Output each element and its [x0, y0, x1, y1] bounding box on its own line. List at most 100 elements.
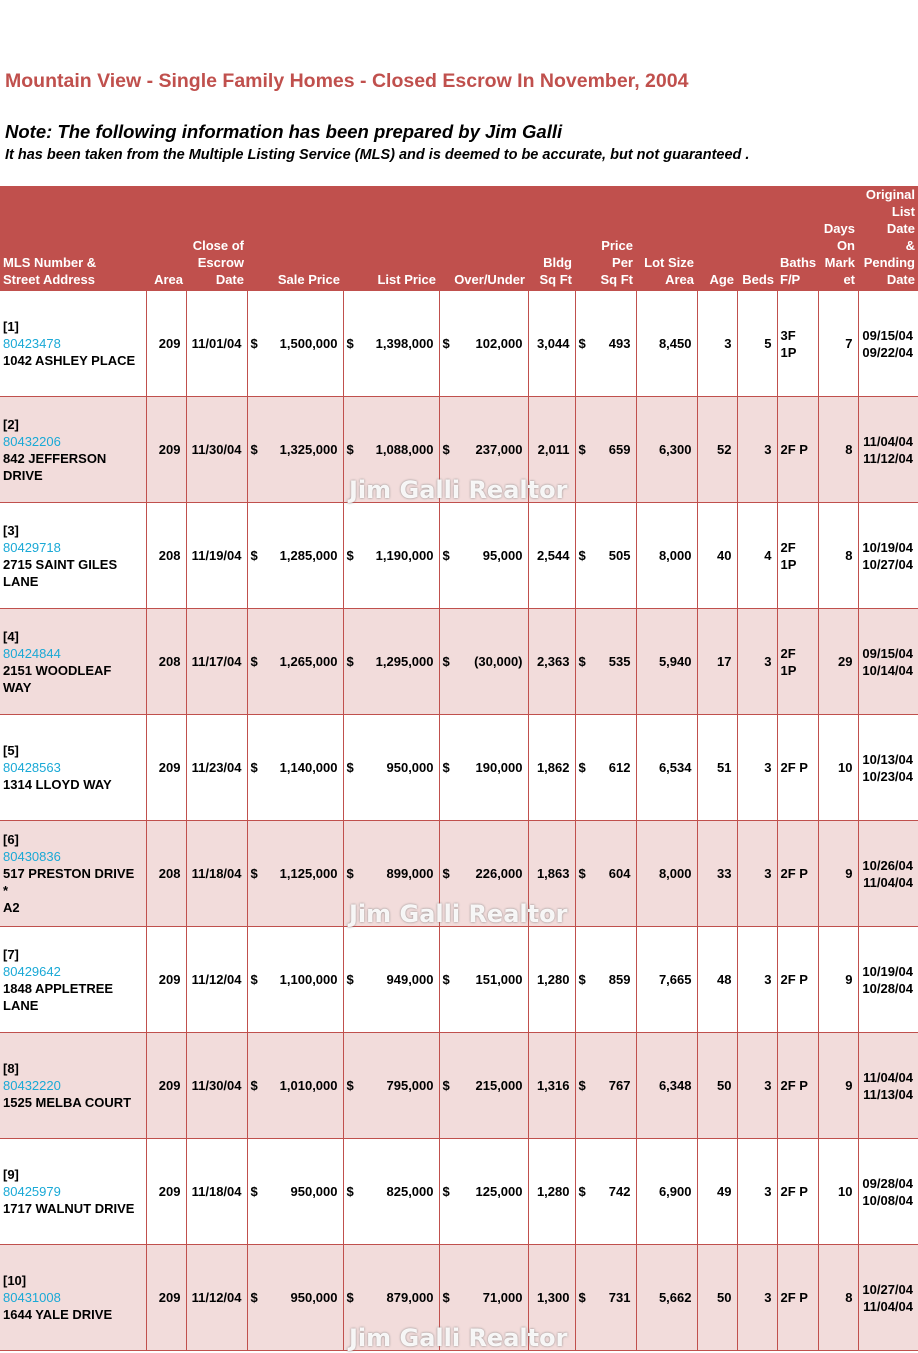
price-per-sqft-cell-wrap: $659 — [579, 441, 631, 458]
over-under-cell-wrap: $95,000 — [443, 547, 523, 564]
age-cell: 33 — [697, 820, 738, 927]
area-cell: 209 — [146, 714, 187, 821]
over-under-cell-value: 226,000 — [475, 866, 523, 881]
header-label-line: Escrow — [197, 255, 244, 270]
mls-number-link[interactable]: 80423478 — [3, 336, 61, 351]
baths-cell: 2F P — [777, 396, 819, 503]
sale-price-cell: $1,100,000 — [247, 926, 344, 1033]
row-index: [3] — [3, 522, 19, 538]
over-under-cell-value: 102,000 — [475, 336, 523, 351]
price-per-sqft-cell-value: 493 — [608, 336, 631, 351]
mls-number-link[interactable]: 80424844 — [3, 645, 61, 661]
list-pending-dates-cell: 10/19/04 10/28/04 — [858, 926, 918, 1033]
mls-number-link[interactable]: 80430836 — [3, 849, 61, 864]
over-under-cell-value: 190,000 — [475, 760, 523, 775]
price-per-sqft-cell-value: 731 — [608, 1290, 631, 1305]
mls-number-link[interactable]: 80432206 — [3, 433, 61, 449]
beds-cell: 3 — [737, 926, 778, 1033]
over-under-cell-wrap: $102,000 — [443, 335, 523, 352]
mls-number-link[interactable]: 80429642 — [3, 963, 61, 979]
price-per-sqft-cell-value: 505 — [608, 548, 631, 563]
list-price-cell-value: 949,000 — [386, 972, 434, 987]
over-under-cell-wrap: $226,000 — [443, 865, 523, 882]
currency-symbol: $ — [578, 972, 586, 987]
age-cell: 50 — [697, 1032, 738, 1139]
header-original-list-pending: Original List Date & Pending Date — [858, 186, 918, 291]
original-list-date: 11/04/04 — [863, 1069, 913, 1085]
list-price-cell-value: 1,398,000 — [375, 336, 434, 351]
over-under-cell: $237,000 — [439, 396, 529, 503]
list-price-cell-value: 899,000 — [386, 866, 434, 881]
mls-address-cell: [5] 80428563 1314 LLOYD WAY — [0, 714, 147, 821]
original-list-date: 10/27/04 — [862, 1281, 913, 1297]
currency-symbol: $ — [578, 336, 586, 351]
close-date-cell: 11/19/04 — [186, 502, 248, 609]
list-pending-dates-cell: 10/27/04 11/04/04 — [858, 1244, 918, 1351]
currency-symbol: $ — [346, 972, 354, 987]
header-label-line: On — [836, 238, 855, 253]
mls-number-link[interactable]: 80425979 — [3, 1184, 61, 1199]
currency-symbol: $ — [346, 760, 354, 775]
header-label-line: Sq Ft — [539, 272, 573, 287]
baths-cell: 2F P — [777, 820, 819, 927]
list-price-cell-wrap: $795,000 — [347, 1077, 434, 1094]
currency-symbol: $ — [346, 654, 354, 669]
sale-price-cell-wrap: $1,500,000 — [251, 335, 338, 352]
close-date-cell: 11/23/04 — [186, 714, 248, 821]
area-cell: 209 — [146, 1138, 187, 1245]
mls-number-link[interactable]: 80428563 — [3, 760, 61, 775]
row-index: [1] — [3, 319, 19, 334]
row-index: [5] — [3, 743, 19, 758]
currency-symbol: $ — [442, 654, 450, 669]
street-address: 842 JEFFERSON — [3, 450, 107, 466]
sale-price-cell: $950,000 — [247, 1244, 344, 1351]
bldg-sqft-cell: 2,544 — [528, 502, 576, 609]
street-address: 1314 LLOYD WAY — [3, 777, 112, 792]
area-cell: 209 — [146, 291, 187, 397]
price-per-sqft-cell-wrap: $505 — [579, 547, 631, 564]
header-label-line: Over/Under — [454, 272, 525, 287]
pending-date: 10/14/04 — [862, 662, 913, 678]
street-address: 1042 ASHLEY PLACE — [3, 353, 136, 368]
days-on-market-cell: 9 — [818, 1032, 859, 1139]
prepared-by-note: Note: The following information has been… — [5, 121, 563, 142]
list-price-cell-wrap: $949,000 — [347, 971, 434, 988]
header-label-line: Age — [709, 272, 734, 287]
currency-symbol: $ — [250, 442, 258, 457]
header-label-line: Baths — [780, 255, 817, 270]
table-row: [8] 80432220 1525 MELBA COURT 209 11/30/04 $1… — [0, 1032, 918, 1139]
baths-cell: 2F 1P — [777, 608, 819, 715]
price-per-sqft-cell-value: 612 — [608, 760, 631, 775]
street-address: 1848 APPLETREE — [3, 980, 114, 996]
header-area: Area — [146, 186, 186, 291]
mls-address-cell: [9] 80425979 1717 WALNUT DRIVE — [0, 1138, 147, 1245]
price-per-sqft-cell: $742 — [575, 1138, 637, 1245]
header-label-line: Price — [601, 238, 633, 253]
list-price-cell-wrap: $899,000 — [347, 865, 434, 882]
mls-number-link[interactable]: 80431008 — [3, 1290, 61, 1305]
baths-cell: 2F P — [777, 926, 819, 1033]
area-cell: 209 — [146, 1032, 187, 1139]
currency-symbol: $ — [578, 442, 586, 457]
header-label-line: Bldg — [543, 255, 572, 270]
close-date-cell: 11/12/04 — [186, 926, 248, 1033]
area-cell: 209 — [146, 926, 187, 1033]
list-price-cell-value: 1,295,000 — [375, 654, 434, 669]
beds-cell: 4 — [737, 502, 778, 609]
beds-cell: 3 — [737, 396, 778, 503]
list-price-cell: $879,000 — [343, 1244, 440, 1351]
close-date-cell: 11/18/04 — [186, 820, 248, 927]
days-on-market-cell: 8 — [818, 1244, 859, 1351]
mls-number-link[interactable]: 80429718 — [3, 539, 61, 555]
header-label-line: Sq Ft — [600, 272, 634, 287]
currency-symbol: $ — [578, 1078, 586, 1093]
price-per-sqft-cell-wrap: $493 — [579, 335, 631, 352]
street-address: 1717 WALNUT DRIVE — [3, 1201, 135, 1216]
pending-date: 11/13/04 — [863, 1086, 913, 1102]
mls-number-link[interactable]: 80432220 — [3, 1078, 61, 1093]
list-pending-dates-cell: 10/26/04 11/04/04 — [858, 820, 918, 927]
header-label-line: List Price — [377, 272, 436, 287]
over-under-cell-wrap: $237,000 — [443, 441, 523, 458]
mls-address-cell: [4] 80424844 2151 WOODLEAF WAY — [0, 608, 147, 715]
sale-price-cell-value: 1,285,000 — [279, 548, 338, 563]
